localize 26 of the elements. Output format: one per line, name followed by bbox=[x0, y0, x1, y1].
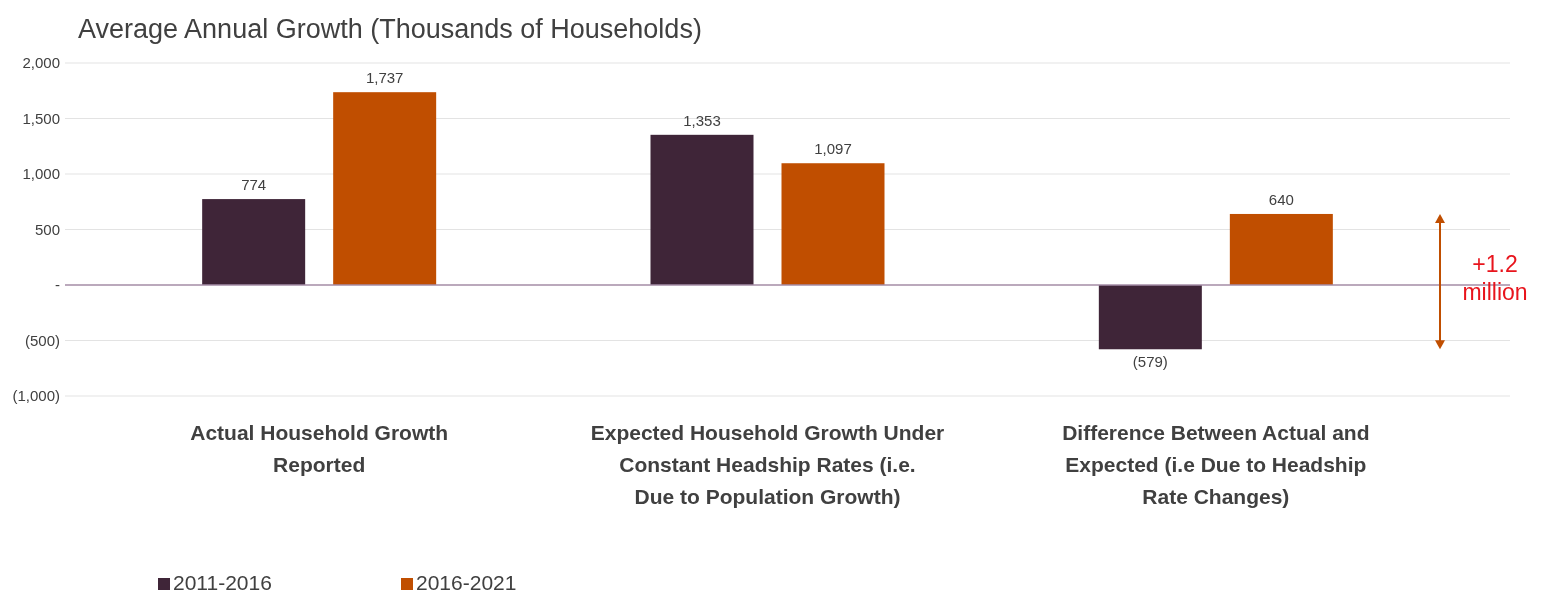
bar bbox=[202, 199, 306, 285]
data-label: 1,737 bbox=[365, 69, 404, 87]
y-tick-label: (1,000) bbox=[12, 387, 60, 404]
y-tick-label: 1,000 bbox=[22, 165, 60, 182]
y-tick-label: - bbox=[55, 276, 60, 293]
x-tick-label: Actual Household Growth Reported bbox=[190, 421, 449, 476]
y-tick-label: 2,000 bbox=[22, 54, 60, 71]
bar bbox=[1229, 213, 1333, 285]
annotation: +1.2 million bbox=[1462, 250, 1528, 305]
data-label: (579) bbox=[1132, 353, 1168, 371]
bar bbox=[333, 92, 437, 285]
data-label: 774 bbox=[241, 176, 267, 194]
y-tick-label: 1,500 bbox=[22, 109, 60, 127]
bar bbox=[1098, 285, 1202, 350]
x-tick-label: Difference Between Actual and Expected (i.e Due to Headship Rate Changes) bbox=[1062, 421, 1370, 508]
bar bbox=[781, 163, 885, 285]
x-tick-label: Expected Household Growth Under Constant Headship Rates (i.e. Due to Population Growth) bbox=[590, 421, 945, 508]
bar bbox=[650, 134, 754, 285]
data-label: 640 bbox=[1268, 190, 1294, 208]
y-tick-label: 500 bbox=[34, 220, 60, 238]
chart-title: Average Annual Growth (Thousands of Households) bbox=[78, 14, 702, 44]
legend-label: 2016-2021 bbox=[416, 571, 517, 594]
data-label: 1,353 bbox=[683, 111, 721, 129]
legend-label: 2011-2016 bbox=[173, 571, 272, 594]
data-label: 1,097 bbox=[814, 140, 852, 158]
y-tick-label: (500) bbox=[24, 331, 60, 349]
